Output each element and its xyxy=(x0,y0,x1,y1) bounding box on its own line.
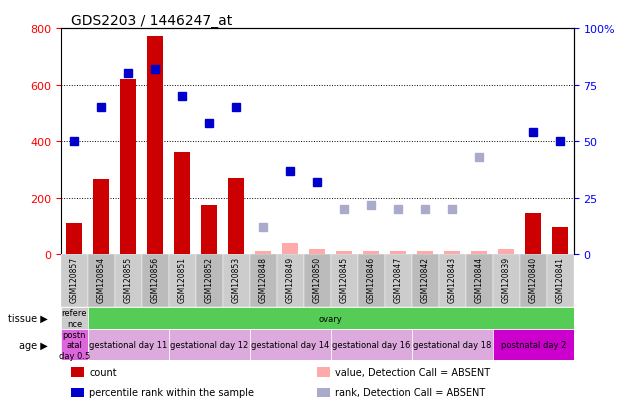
Bar xyxy=(174,153,190,255)
Bar xyxy=(201,205,217,255)
Bar xyxy=(363,252,379,255)
Bar xyxy=(385,255,412,307)
Text: GSM120851: GSM120851 xyxy=(178,256,187,302)
Bar xyxy=(471,252,487,255)
Text: GDS2203 / 1446247_at: GDS2203 / 1446247_at xyxy=(71,14,233,28)
Text: gestational day 18: gestational day 18 xyxy=(413,340,492,349)
Bar xyxy=(71,388,84,397)
Bar xyxy=(250,255,277,307)
Bar xyxy=(417,252,433,255)
Bar xyxy=(277,255,304,307)
Bar xyxy=(498,249,514,255)
Text: GSM120846: GSM120846 xyxy=(367,256,376,302)
Bar xyxy=(331,330,412,360)
Bar xyxy=(525,214,541,255)
Bar xyxy=(228,178,244,255)
Bar xyxy=(142,255,169,307)
Text: postn
atal
day 0.5: postn atal day 0.5 xyxy=(59,330,90,360)
Text: GSM120841: GSM120841 xyxy=(556,256,565,302)
Bar xyxy=(520,255,547,307)
Bar xyxy=(317,368,330,377)
Bar xyxy=(121,80,137,255)
Text: tissue ▶: tissue ▶ xyxy=(8,313,47,323)
Bar xyxy=(71,368,84,377)
Bar xyxy=(358,255,385,307)
Bar xyxy=(88,330,169,360)
Text: GSM120843: GSM120843 xyxy=(448,256,457,302)
Text: GSM120855: GSM120855 xyxy=(124,256,133,302)
Text: GSM120848: GSM120848 xyxy=(259,256,268,302)
Bar xyxy=(412,255,438,307)
Bar xyxy=(304,255,331,307)
Text: gestational day 12: gestational day 12 xyxy=(171,340,249,349)
Bar xyxy=(61,330,88,360)
Bar xyxy=(196,255,223,307)
Bar xyxy=(282,243,299,255)
Text: gestational day 16: gestational day 16 xyxy=(332,340,410,349)
Bar xyxy=(88,255,115,307)
Text: postnatal day 2: postnatal day 2 xyxy=(501,340,566,349)
Bar xyxy=(94,180,110,255)
Text: age ▶: age ▶ xyxy=(19,340,47,350)
Bar xyxy=(493,255,520,307)
Text: GSM120854: GSM120854 xyxy=(97,256,106,302)
Bar xyxy=(255,251,271,255)
Bar xyxy=(169,330,250,360)
Text: GSM120856: GSM120856 xyxy=(151,256,160,302)
Bar xyxy=(250,330,331,360)
Bar xyxy=(438,255,466,307)
Text: GSM120840: GSM120840 xyxy=(529,256,538,302)
Bar xyxy=(331,255,358,307)
Text: GSM120845: GSM120845 xyxy=(340,256,349,302)
Bar xyxy=(552,228,569,255)
Text: rank, Detection Call = ABSENT: rank, Detection Call = ABSENT xyxy=(335,387,485,398)
Text: value, Detection Call = ABSENT: value, Detection Call = ABSENT xyxy=(335,368,490,377)
Bar xyxy=(444,252,460,255)
Bar xyxy=(223,255,250,307)
Bar xyxy=(336,252,353,255)
Bar xyxy=(169,255,196,307)
Text: GSM120849: GSM120849 xyxy=(286,256,295,302)
Text: GSM120853: GSM120853 xyxy=(232,256,241,302)
Text: count: count xyxy=(89,368,117,377)
Bar xyxy=(61,255,88,307)
Bar xyxy=(309,249,326,255)
Text: ovary: ovary xyxy=(319,314,343,323)
Bar xyxy=(390,252,406,255)
Bar xyxy=(412,330,493,360)
Text: GSM120839: GSM120839 xyxy=(502,256,511,302)
Text: refere
nce: refere nce xyxy=(62,309,87,328)
Text: GSM120850: GSM120850 xyxy=(313,256,322,302)
Bar xyxy=(115,255,142,307)
Bar xyxy=(66,223,83,255)
Text: GSM120844: GSM120844 xyxy=(475,256,484,302)
Bar xyxy=(61,307,88,330)
Text: gestational day 11: gestational day 11 xyxy=(89,340,167,349)
Text: percentile rank within the sample: percentile rank within the sample xyxy=(89,387,254,398)
Bar xyxy=(147,37,163,255)
Text: GSM120842: GSM120842 xyxy=(420,256,429,302)
Text: gestational day 14: gestational day 14 xyxy=(251,340,329,349)
Bar xyxy=(547,255,574,307)
Text: GSM120852: GSM120852 xyxy=(205,256,214,302)
Bar xyxy=(317,388,330,397)
Bar xyxy=(493,330,574,360)
Bar xyxy=(466,255,493,307)
Text: GSM120847: GSM120847 xyxy=(394,256,403,302)
Text: GSM120857: GSM120857 xyxy=(70,256,79,302)
